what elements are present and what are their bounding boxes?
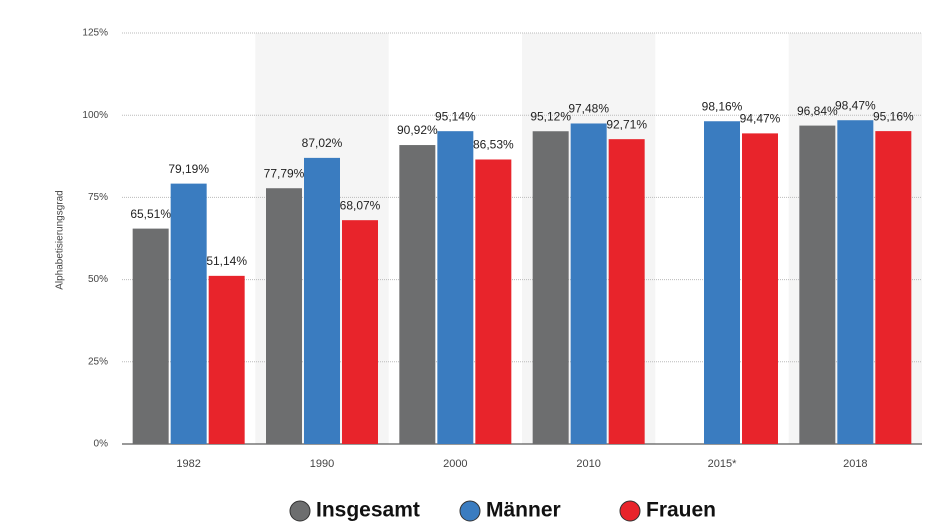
bar [532,131,569,445]
data-label: 95,14% [435,109,476,123]
x-tick-label: 1982 [176,458,200,470]
data-label: 94,47% [740,112,781,126]
data-label: 77,79% [264,166,305,180]
y-tick-label: 50% [88,274,108,285]
legend-marker [459,500,481,522]
y-tick-label: 0% [94,439,109,450]
data-label: 95,16% [873,109,914,123]
bar [208,275,245,444]
data-label: 92,71% [606,117,647,131]
legend-marker [289,500,311,522]
bar [437,131,474,444]
bar [266,188,302,444]
legend-label: Frauen [646,499,716,522]
y-tick-label: 75% [88,192,108,203]
data-label: 86,53% [473,138,514,152]
x-tick-label: 2000 [443,458,467,470]
x-tick-label: 2015* [708,458,737,470]
data-label: 98,16% [702,99,743,113]
data-label: 97,48% [568,102,609,116]
data-label: 90,92% [397,123,438,137]
legend-label: Insgesamt [316,499,420,522]
bar [608,139,645,444]
legend-marker [619,500,641,522]
bar [475,159,512,444]
bar [875,131,912,444]
bar [704,121,740,444]
x-tick-label: 2010 [576,458,600,470]
bar [742,133,778,445]
y-tick-label: 25% [88,356,108,367]
x-tick-label: 2018 [843,458,867,470]
data-label: 95,12% [530,109,571,123]
data-label: 65,51% [130,207,171,221]
bar [799,125,836,444]
y-tick-label: 100% [82,110,108,121]
data-label: 79,19% [168,162,209,176]
y-tick-label: 125% [82,28,108,39]
data-label: 98,47% [835,98,876,112]
bar [837,120,874,444]
bar [132,228,169,444]
data-label: 68,07% [340,198,381,212]
data-label: 51,14% [206,254,247,268]
bar [399,145,436,444]
bar [170,183,207,444]
bar [304,157,340,444]
y-axis-label: Alphabetisierungsgrad [55,190,66,290]
data-label: 87,02% [302,136,343,150]
x-tick-label: 1990 [310,458,334,470]
bar [570,123,607,444]
bar [342,220,378,444]
data-label: 96,84% [797,104,838,118]
legend-label: Männer [486,499,561,522]
